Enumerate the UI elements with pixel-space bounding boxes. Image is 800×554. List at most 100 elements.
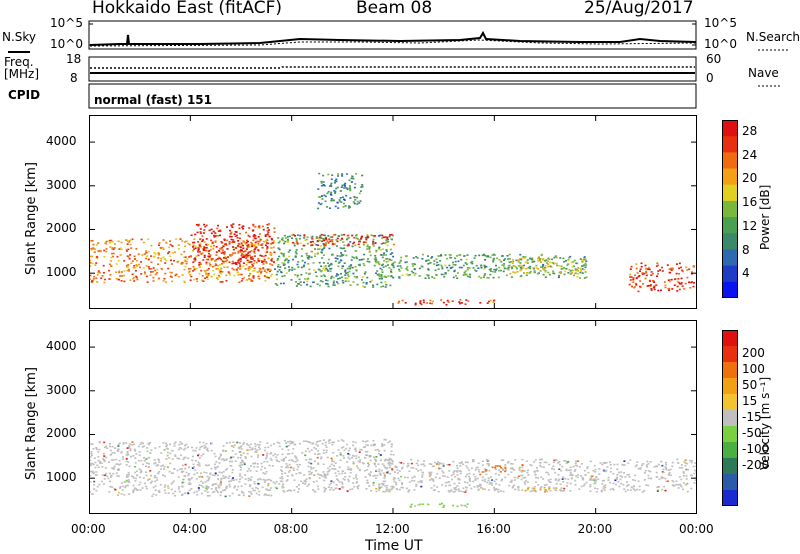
- power-cell: [271, 257, 274, 260]
- velocity-cell: [226, 442, 228, 444]
- power-cell: [319, 235, 322, 237]
- power-cell: [355, 237, 358, 239]
- power-cell: [189, 268, 192, 270]
- velocity-cell: [197, 454, 199, 457]
- velocity-cell: [664, 489, 667, 492]
- power-cell: [264, 234, 267, 236]
- power-cell: [249, 273, 252, 276]
- power-cell: [467, 275, 470, 278]
- velocity-cell: [145, 458, 148, 460]
- velocity-cell: [675, 480, 678, 483]
- velocity-cell: [234, 453, 237, 455]
- velocity-cell: [107, 477, 110, 480]
- velocity-cell: [331, 460, 333, 462]
- power-cell: [629, 273, 632, 276]
- velocity-cell: [239, 466, 242, 469]
- power-cell: [242, 247, 245, 249]
- velocity-cell: [219, 483, 222, 485]
- velocity-cell: [347, 466, 350, 469]
- power-cell: [639, 270, 641, 272]
- velocity-cell: [259, 478, 262, 481]
- power-cell: [287, 241, 289, 243]
- power-cell: [279, 282, 282, 285]
- power-cell: [238, 257, 241, 259]
- power-cell: [262, 268, 265, 270]
- velocity-cell: [390, 450, 393, 453]
- velocity-cell: [682, 475, 685, 477]
- velocity-cell: [357, 456, 360, 459]
- power-cell: [502, 270, 505, 273]
- velocity-cell: [619, 475, 622, 477]
- power-cell: [688, 281, 690, 284]
- power-cell: [542, 265, 544, 267]
- velocity-cell: [187, 483, 190, 485]
- power-cell: [249, 278, 252, 281]
- power-cell: [510, 276, 513, 278]
- power-cell: [375, 249, 378, 252]
- power-cell: [544, 276, 547, 278]
- power-cell: [331, 241, 334, 243]
- velocity-cell: [647, 463, 650, 465]
- velocity-cell: [95, 448, 98, 451]
- power-cell: [315, 275, 318, 278]
- power-cell: [378, 273, 381, 275]
- power-cell: [501, 255, 504, 257]
- power-cell: [195, 224, 198, 226]
- velocity-cell: [410, 462, 413, 465]
- velocity-cell: [223, 459, 226, 462]
- velocity-cell: [534, 473, 537, 476]
- velocity-cell: [280, 466, 283, 468]
- power-cell: [346, 238, 348, 241]
- velocity-cell: [626, 489, 629, 491]
- power-cell: [645, 270, 648, 273]
- power-cell: [234, 231, 237, 233]
- velocity-cell: [333, 468, 336, 470]
- velocity-cell: [239, 469, 242, 471]
- power-cell: [244, 250, 247, 252]
- power-cell: [324, 243, 327, 246]
- power-cell: [146, 281, 149, 283]
- velocity-cell: [596, 488, 599, 490]
- velocity-cell: [315, 443, 318, 446]
- power-cell: [320, 182, 323, 184]
- velocity-cell: [406, 476, 409, 479]
- velocity-cell: [336, 478, 338, 480]
- power-cell: [237, 245, 239, 247]
- velocity-cell: [366, 479, 369, 482]
- velocity-cell: [543, 489, 546, 491]
- power-cell: [242, 253, 245, 256]
- velocity-cell: [282, 486, 285, 489]
- velocity-cell: [203, 444, 206, 447]
- velocity-cell: [671, 484, 674, 486]
- power-cell: [335, 178, 338, 181]
- power-cell: [220, 241, 223, 243]
- velocity-cell: [383, 444, 386, 446]
- power-cell: [225, 280, 228, 282]
- velocity-cell: [374, 465, 377, 468]
- power-cell: [180, 253, 183, 256]
- xtick: 12:00: [375, 522, 410, 536]
- velocity-cell: [540, 476, 543, 479]
- power-cell: [349, 187, 351, 189]
- velocity-cell: [428, 463, 431, 465]
- power-cell: [331, 243, 334, 245]
- velocity-cell: [529, 464, 532, 466]
- velocity-cell: [511, 468, 514, 470]
- power-cell: [189, 279, 192, 281]
- power-cell: [414, 263, 416, 266]
- power-cell: [489, 299, 492, 302]
- velocity-cell: [165, 447, 168, 449]
- power-cell: [392, 266, 395, 269]
- power-cell: [650, 274, 653, 276]
- velocity-cell: [375, 490, 378, 493]
- velocity-cell: [238, 480, 241, 483]
- power-cell: [125, 264, 128, 267]
- power-cell: [583, 277, 586, 279]
- velocity-cell: [513, 484, 516, 487]
- power-cell: [535, 264, 538, 267]
- power-cell: [240, 242, 243, 244]
- power-cell: [489, 270, 492, 272]
- power-cell: [517, 260, 520, 263]
- power-cell: [366, 234, 369, 236]
- power-cell: [629, 268, 632, 270]
